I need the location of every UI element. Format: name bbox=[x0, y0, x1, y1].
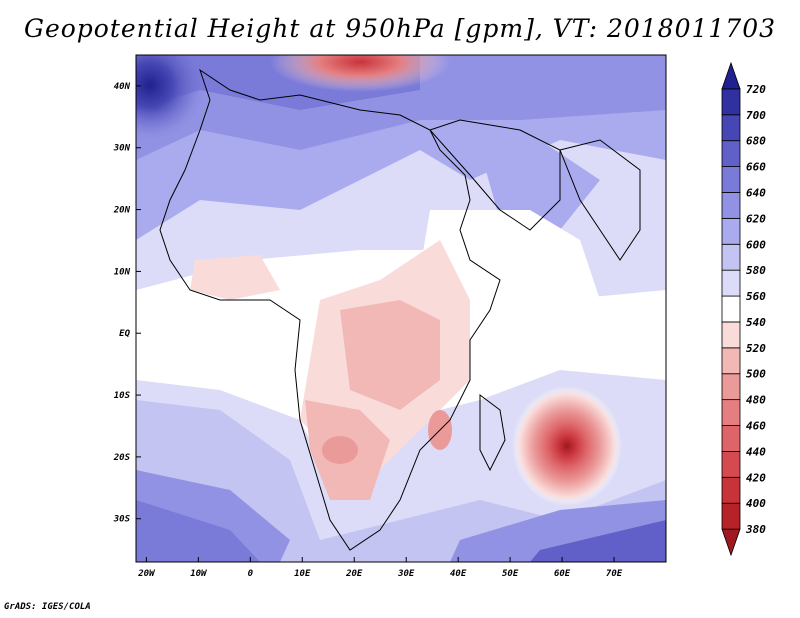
x-tick-label: 70E bbox=[606, 569, 623, 579]
x-tick-label: 20W bbox=[137, 569, 156, 579]
coastlines bbox=[159, 68, 641, 551]
colorbar-label: 480 bbox=[746, 394, 766, 407]
colorbar-label: 700 bbox=[746, 109, 766, 122]
colorbar-swatch bbox=[721, 192, 741, 219]
colorbar-swatch bbox=[721, 140, 741, 167]
colorbar-label: 660 bbox=[746, 161, 766, 174]
colorbar-swatch bbox=[721, 373, 741, 401]
y-tick-label: 40N bbox=[114, 82, 131, 92]
x-tick-label: 10W bbox=[190, 569, 208, 579]
colorbar-label: 560 bbox=[746, 290, 766, 303]
colorbar-swatch bbox=[721, 114, 741, 142]
colorbar-swatch bbox=[721, 528, 741, 557]
colorbar-swatch bbox=[721, 502, 741, 530]
x-axis: 20W 10W 0 10E 20E 30E 40E 50E 60E 70E bbox=[137, 557, 623, 579]
colorbar-label: 720 bbox=[746, 83, 766, 96]
x-tick-label: 20E bbox=[345, 569, 363, 579]
x-tick-label: 50E bbox=[502, 569, 519, 579]
colorbar-label: 380 bbox=[745, 523, 766, 536]
x-tick-label: 60E bbox=[554, 569, 571, 579]
colorbar-swatch bbox=[721, 476, 741, 504]
height-field bbox=[136, 55, 666, 562]
colorbar-label: 460 bbox=[746, 420, 766, 433]
colorbar-swatch bbox=[721, 88, 741, 116]
y-axis: 40N 30N 20N 10N EQ 10S 20S 30S bbox=[113, 82, 141, 525]
map-frame bbox=[135, 54, 667, 563]
x-tick-label: 30E bbox=[397, 569, 415, 579]
y-tick-label: 30S bbox=[113, 515, 131, 525]
colorbar-swatch bbox=[721, 347, 741, 375]
colorbar-swatch bbox=[721, 269, 741, 297]
colorbar-swatch bbox=[721, 243, 741, 271]
grads-credit: GrADS: IGES/COLA bbox=[4, 602, 91, 612]
y-tick-label: EQ bbox=[119, 329, 130, 339]
colorbar-label: 580 bbox=[746, 264, 766, 277]
colorbar: 380 400 420 440 460 480 500 520 540 560 580 600 620 6… bbox=[721, 61, 766, 557]
colorbar-label: 620 bbox=[746, 212, 766, 225]
colorbar-label: 420 bbox=[746, 471, 766, 484]
y-tick-label: 10S bbox=[114, 391, 131, 401]
colorbar-swatch bbox=[721, 217, 741, 245]
y-tick-label: 20S bbox=[113, 453, 131, 463]
colorbar-label: 400 bbox=[746, 497, 766, 510]
colorbar-swatch bbox=[721, 61, 741, 90]
colorbar-swatch bbox=[721, 166, 741, 193]
y-tick-label: 30N bbox=[113, 144, 131, 154]
x-tick-label: 0 bbox=[248, 569, 254, 579]
colorbar-label: 640 bbox=[746, 186, 766, 199]
colorbar-label: 500 bbox=[746, 368, 766, 381]
x-tick-label: 10E bbox=[294, 569, 311, 579]
chart-title: Geopotential Height at 950hPa [gpm], VT:… bbox=[23, 14, 777, 43]
colorbar-swatch bbox=[721, 425, 741, 452]
colorbar-label: 600 bbox=[746, 238, 766, 251]
colorbar-swatch bbox=[721, 399, 741, 426]
colorbar-label: 440 bbox=[746, 445, 766, 458]
colorbar-swatch bbox=[721, 321, 741, 349]
y-tick-label: 10N bbox=[114, 267, 131, 277]
colorbar-swatch bbox=[721, 295, 741, 323]
y-tick-label: 20N bbox=[113, 206, 131, 216]
colorbar-label: 540 bbox=[746, 316, 766, 329]
x-tick-label: 40E bbox=[450, 569, 467, 579]
colorbar-label: 520 bbox=[746, 342, 766, 355]
colorbar-label: 680 bbox=[746, 135, 766, 148]
colorbar-swatch bbox=[721, 451, 741, 478]
